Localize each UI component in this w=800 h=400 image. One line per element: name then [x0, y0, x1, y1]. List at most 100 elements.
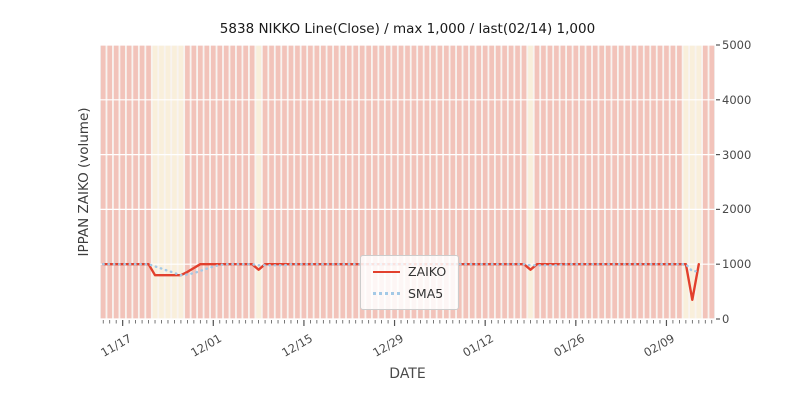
day-band	[567, 45, 572, 319]
legend-label-zaiko: ZAIKO	[408, 264, 447, 279]
day-band	[502, 45, 507, 319]
day-band	[702, 45, 708, 319]
y-tick-label: 4000	[722, 92, 752, 107]
highlight-band	[165, 45, 171, 319]
day-band	[657, 45, 663, 319]
day-band	[554, 45, 559, 319]
day-band	[185, 45, 190, 319]
day-band	[217, 45, 223, 319]
day-band	[210, 45, 216, 319]
day-band	[269, 45, 274, 319]
x-axis-label: DATE	[389, 366, 426, 382]
day-band	[333, 45, 339, 319]
day-band	[456, 45, 462, 319]
day-band	[385, 45, 391, 319]
day-band	[282, 45, 287, 319]
day-band	[547, 45, 553, 319]
highlight-band	[178, 45, 184, 319]
day-band	[372, 45, 378, 319]
day-band	[204, 45, 210, 319]
legend-line-sample-zaiko	[373, 270, 400, 273]
day-band	[262, 45, 268, 319]
day-band	[625, 45, 630, 319]
day-band	[677, 45, 682, 319]
day-band	[664, 45, 669, 319]
day-band	[314, 45, 320, 319]
day-band	[469, 45, 475, 319]
legend-entry-zaiko: ZAIKO	[373, 264, 446, 279]
day-band	[418, 45, 423, 319]
day-band	[379, 45, 384, 319]
legend-entry-sma5: SMA5	[373, 286, 446, 301]
y-tick-label: 0	[722, 312, 730, 326]
day-band	[120, 45, 125, 319]
y-tick-label: 5000	[722, 38, 752, 52]
day-band	[288, 45, 294, 319]
day-band	[113, 45, 119, 319]
day-band	[651, 45, 656, 319]
day-band	[198, 45, 203, 319]
day-band	[405, 45, 410, 319]
day-band	[321, 45, 326, 319]
day-band	[236, 45, 242, 319]
day-band	[631, 45, 637, 319]
day-band	[301, 45, 307, 319]
day-band	[579, 45, 585, 319]
day-band	[346, 45, 352, 319]
legend-line-sample-sma5	[373, 292, 400, 295]
day-band	[340, 45, 346, 319]
day-band	[366, 45, 371, 319]
day-band	[230, 45, 236, 319]
day-band	[534, 45, 540, 319]
day-band	[670, 45, 676, 319]
day-band	[126, 45, 132, 319]
highlight-band	[696, 45, 702, 319]
day-band	[398, 45, 404, 319]
day-band	[100, 45, 106, 319]
day-band	[327, 45, 333, 319]
day-band	[489, 45, 494, 319]
day-band	[359, 45, 365, 319]
day-band	[275, 45, 281, 319]
highlight-band	[172, 45, 177, 319]
day-band	[592, 45, 598, 319]
highlight-band	[152, 45, 158, 319]
day-band	[411, 45, 417, 319]
highlight-band	[528, 45, 533, 319]
day-band	[146, 45, 151, 319]
day-band	[605, 45, 611, 319]
y-tick-label: 2000	[722, 202, 752, 217]
day-band	[223, 45, 229, 319]
day-band	[444, 45, 449, 319]
y-tick-label: 3000	[722, 147, 752, 162]
day-band	[521, 45, 527, 319]
y-axis-label: IPPAN ZAIKO (volume)	[76, 107, 92, 257]
legend: ZAIKO SMA5	[360, 255, 460, 310]
day-band	[482, 45, 488, 319]
day-band	[392, 45, 397, 319]
highlight-band	[159, 45, 164, 319]
day-band	[191, 45, 197, 319]
legend-label-sma5: SMA5	[408, 286, 444, 301]
day-band	[709, 45, 715, 319]
day-band	[586, 45, 592, 319]
day-band	[308, 45, 313, 319]
day-band	[133, 45, 138, 319]
day-band	[515, 45, 520, 319]
day-band	[644, 45, 650, 319]
day-band	[573, 45, 579, 319]
day-band	[424, 45, 430, 319]
day-band	[431, 45, 436, 319]
day-band	[249, 45, 255, 319]
day-band	[139, 45, 145, 319]
day-band	[618, 45, 624, 319]
highlight-band	[690, 45, 695, 319]
day-band	[599, 45, 605, 319]
day-band	[476, 45, 482, 319]
day-band	[353, 45, 359, 319]
day-band	[437, 45, 443, 319]
day-band	[495, 45, 501, 319]
y-tick-label: 1000	[722, 257, 752, 272]
